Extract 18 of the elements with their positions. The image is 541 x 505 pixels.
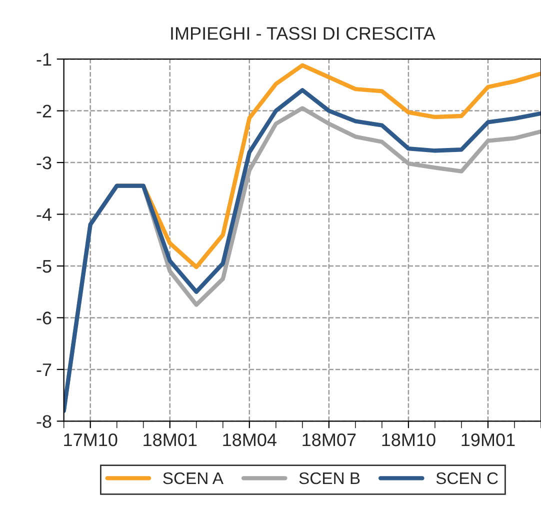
x-tick-label: 18M04 bbox=[223, 433, 276, 446]
y-tick-label: -5 bbox=[36, 260, 52, 273]
y-tick-label: -6 bbox=[36, 312, 52, 324]
x-tick-label: 19M01 bbox=[462, 433, 515, 446]
x-tick-label: 18M07 bbox=[302, 433, 356, 446]
x-tick-label: 18M10 bbox=[382, 433, 436, 446]
legend-label: SCEN A bbox=[163, 472, 224, 484]
y-tick-label: -2 bbox=[36, 104, 52, 118]
legend-label: SCEN C bbox=[436, 472, 498, 484]
y-tick-label: -8 bbox=[36, 415, 52, 428]
x-tick-label: 17M10 bbox=[64, 433, 118, 446]
legend-label: SCEN B bbox=[299, 472, 360, 484]
chart-title: IMPIEGHI - TASSI DI CRESCITA bbox=[171, 27, 436, 40]
y-tick-label: -4 bbox=[36, 208, 52, 221]
x-tick-label: 18M01 bbox=[144, 433, 197, 446]
y-tick-label: -3 bbox=[36, 156, 52, 170]
y-tick-label: -1 bbox=[36, 53, 52, 66]
y-tick-label: -7 bbox=[36, 364, 52, 376]
